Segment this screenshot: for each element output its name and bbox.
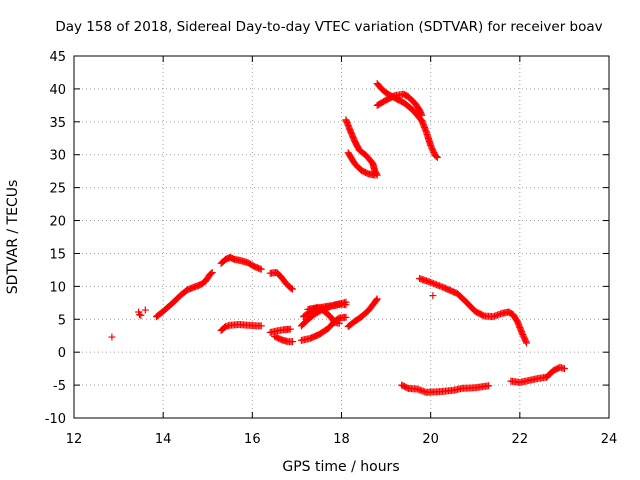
series-arc10 [304, 300, 350, 313]
x-tick-label: 14 [155, 432, 172, 447]
y-tick-label: 5 [58, 313, 66, 328]
series-arc16 [416, 274, 531, 347]
y-tick-label: 35 [49, 116, 66, 131]
y-tick-label: 25 [49, 182, 66, 197]
y-axis-title: SDTVAR / TECUs [5, 180, 21, 295]
series-arc6 [271, 332, 296, 346]
y-tick-label: 20 [49, 215, 66, 230]
x-tick-label: 18 [333, 432, 350, 447]
y-tick-label: -5 [53, 379, 66, 394]
series-arc3 [266, 269, 296, 293]
series-arc5 [266, 325, 294, 336]
data-point-marker [373, 295, 381, 303]
series-arc18 [507, 363, 568, 386]
series-arc13 [344, 149, 379, 179]
data-point-marker [137, 311, 145, 319]
y-tick-label: 45 [49, 50, 66, 65]
y-tick-label: 15 [49, 247, 66, 262]
data-point-marker [286, 325, 294, 333]
data-point-marker [342, 301, 350, 309]
y-tick-label: 10 [49, 280, 66, 295]
data-point-marker [429, 292, 437, 300]
data-point-marker [372, 296, 380, 304]
x-axis-title: GPS time / hours [282, 459, 399, 475]
data-point-marker [287, 284, 295, 292]
x-tick-label: 12 [66, 432, 83, 447]
data-point-marker [560, 365, 568, 373]
data-point-marker [335, 319, 343, 327]
grid [74, 56, 609, 418]
x-tick-label: 16 [244, 432, 261, 447]
data-point-marker [207, 270, 215, 278]
y-tick-label: 30 [49, 149, 66, 164]
series-arc4 [217, 321, 265, 334]
data-point-marker [141, 306, 149, 314]
data-point-marker [108, 333, 116, 341]
data-point-marker [522, 338, 530, 346]
data-point-marker [418, 111, 426, 119]
series-arc15 [373, 90, 426, 119]
data-point-marker [257, 265, 265, 273]
series-arc1 [152, 269, 216, 321]
x-tick-labels: 12 14 16 18 20 22 24 [66, 432, 618, 447]
series-arc17 [398, 381, 493, 396]
data-points [108, 80, 568, 396]
y-tick-label: 40 [49, 83, 66, 98]
data-point-marker [433, 153, 441, 161]
data-point-marker [371, 171, 379, 179]
data-point-marker [208, 269, 216, 277]
data-point-marker [257, 322, 265, 330]
y-tick-label: -10 [45, 412, 66, 427]
data-point-marker [288, 285, 296, 293]
chart-title: Day 158 of 2018, Sidereal Day-to-day VTE… [55, 19, 602, 35]
x-tick-label: 24 [601, 432, 618, 447]
data-point-marker [485, 382, 493, 390]
data-point-marker [432, 152, 440, 160]
data-point-marker [288, 338, 296, 346]
series-arc12 [342, 116, 381, 179]
data-point-marker [523, 339, 531, 347]
y-tick-label: 0 [58, 346, 66, 361]
plot-frame [73, 55, 610, 419]
series-arc11 [344, 295, 381, 331]
series-arc14 [373, 80, 441, 161]
y-tick-labels: -10 -5 0 5 10 15 20 25 30 35 40 45 [45, 50, 66, 427]
data-point-marker [136, 311, 144, 319]
x-tick-label: 20 [422, 432, 439, 447]
series-arc2 [217, 253, 265, 273]
data-point-marker [342, 313, 350, 321]
series-isolated [108, 292, 437, 341]
x-tick-label: 22 [512, 432, 529, 447]
